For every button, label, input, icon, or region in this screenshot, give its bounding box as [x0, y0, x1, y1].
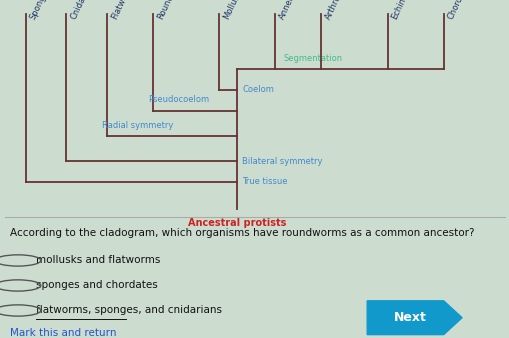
Text: mollusks and flatworms: mollusks and flatworms: [36, 256, 160, 265]
Text: Coelom: Coelom: [242, 85, 274, 94]
Text: Next: Next: [393, 311, 426, 324]
Text: Chordates: Chordates: [445, 0, 472, 21]
Text: Cnidarians: Cnidarians: [69, 0, 96, 21]
Text: Radial symmetry: Radial symmetry: [102, 121, 173, 129]
Text: True tissue: True tissue: [242, 177, 287, 187]
Text: Roundworms: Roundworms: [155, 0, 186, 21]
Text: Mark this and return: Mark this and return: [10, 328, 117, 338]
Text: Echinoderms: Echinoderms: [389, 0, 420, 21]
Text: Sponges: Sponges: [28, 0, 51, 21]
Text: Mollusks: Mollusks: [221, 0, 245, 21]
Text: Segmentation: Segmentation: [282, 53, 342, 63]
Text: flatworms, sponges, and cnidarians: flatworms, sponges, and cnidarians: [36, 306, 221, 315]
Text: Annelids: Annelids: [277, 0, 301, 21]
Text: Arthropods: Arthropods: [323, 0, 351, 21]
Text: Flatworms: Flatworms: [109, 0, 136, 21]
FancyArrow shape: [366, 301, 461, 335]
Text: According to the cladogram, which organisms have roundworms as a common ancestor: According to the cladogram, which organi…: [10, 228, 474, 238]
Text: Ancestral protists: Ancestral protists: [188, 218, 286, 227]
Text: sponges and chordates: sponges and chordates: [36, 281, 157, 290]
Text: Bilateral symmetry: Bilateral symmetry: [242, 156, 322, 166]
Text: Pseudocoelom: Pseudocoelom: [148, 95, 209, 104]
